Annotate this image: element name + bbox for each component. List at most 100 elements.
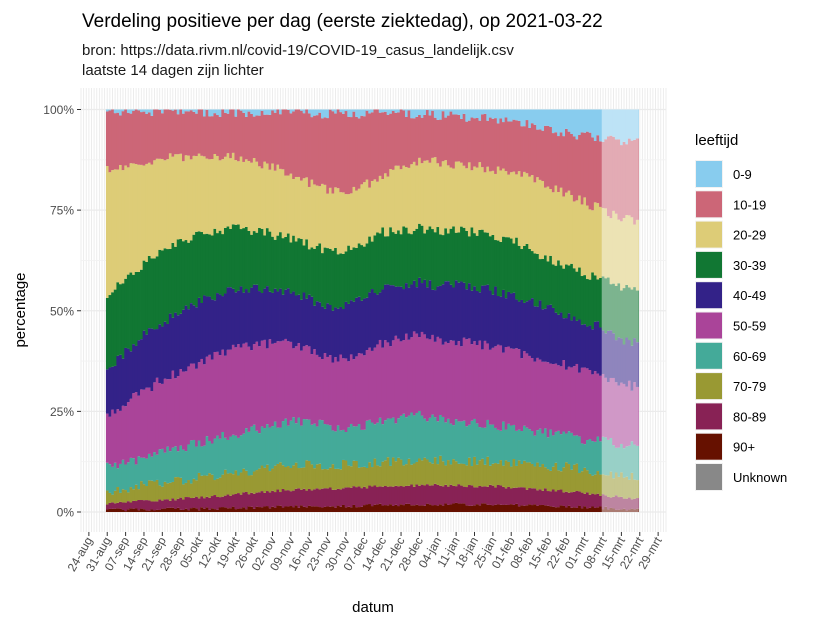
bar-segment-60-69	[318, 419, 322, 464]
bar-segment-40-49	[189, 303, 193, 364]
bar-segment-10-19	[210, 116, 214, 159]
bar-segment-90+	[349, 507, 353, 512]
bar-segment-80-89	[129, 502, 133, 509]
bar-segment-50-59	[328, 355, 332, 426]
bar-segment-50-59	[470, 344, 474, 421]
lighter-overlay	[601, 109, 639, 512]
legend-label-80-89: 80-89	[733, 409, 766, 424]
bar-segment-20-29	[614, 213, 618, 286]
bar-segment-60-69	[533, 435, 537, 467]
bar-segment-60-69	[428, 417, 432, 463]
bar-segment-20-29	[265, 163, 269, 229]
bar-segment-10-19	[328, 109, 332, 188]
bar-segment-40-49	[205, 296, 209, 357]
bar-segment-10-19	[145, 113, 149, 164]
bar-segment-50-59	[250, 350, 254, 427]
bar-segment-70-79	[189, 483, 193, 499]
bar-segment-20-29	[554, 185, 558, 266]
bar-segment-10-19	[570, 133, 574, 196]
bar-segment-10-19	[244, 116, 248, 160]
bar-segment-0-9	[347, 109, 351, 117]
bar-segment-80-89	[591, 493, 595, 507]
bar-segment-60-69	[244, 428, 248, 471]
bar-segment-20-29	[189, 159, 193, 241]
bar-segment-30-39	[355, 247, 359, 298]
bar-segment-30-39	[363, 246, 367, 299]
bar-segment-50-59	[252, 344, 256, 425]
bar-segment-90+	[284, 506, 288, 512]
bar-segment-70-79	[528, 462, 532, 489]
bar-segment-30-39	[126, 274, 130, 349]
bar-segment-40-49	[360, 300, 364, 354]
bar-segment-50-59	[113, 413, 117, 463]
bar-segment-80-89	[517, 487, 521, 507]
bar-segment-50-59	[509, 348, 513, 426]
bar-segment-60-69	[596, 436, 600, 472]
bar-segment-30-39	[572, 268, 576, 317]
bar-segment-10-19	[446, 115, 450, 166]
bar-segment-30-39	[321, 253, 325, 307]
bar-segment-90+	[365, 504, 369, 512]
bar-segment-30-39	[551, 264, 555, 308]
bar-segment-60-69	[321, 420, 325, 470]
bar-segment-40-49	[210, 299, 214, 360]
bar-segment-10-19	[397, 112, 401, 166]
bar-segment-80-89	[134, 501, 138, 509]
bar-segment-80-89	[404, 485, 409, 504]
bar-segment-20-29	[300, 180, 304, 239]
bar-segment-80-89	[263, 492, 267, 507]
bar-segment-90+	[486, 504, 490, 512]
bar-segment-90+	[446, 504, 450, 512]
bar-segment-10-19	[620, 145, 624, 222]
bar-segment-50-59	[344, 358, 348, 432]
bar-segment-90+	[394, 504, 398, 512]
bar-segment-40-49	[609, 330, 613, 378]
bar-segment-10-19	[412, 118, 416, 162]
bar-segment-80-89	[197, 498, 201, 511]
bar-segment-20-29	[599, 206, 603, 278]
bar-segment-50-59	[297, 343, 301, 418]
bar-segment-80-89	[483, 486, 487, 504]
bar-segment-10-19	[150, 115, 154, 165]
bar-segment-40-49	[284, 289, 288, 339]
bar-segment-20-29	[457, 161, 461, 233]
bar-segment-90+	[625, 510, 629, 512]
bar-segment-50-59	[121, 405, 125, 460]
bar-segment-20-29	[352, 186, 356, 248]
bar-segment-20-29	[538, 179, 542, 260]
bar-segment-90+	[509, 504, 513, 512]
bar-segment-20-29	[486, 166, 490, 233]
bar-segment-10-19	[108, 110, 112, 173]
bar-segment-0-9	[202, 109, 207, 117]
bar-segment-20-29	[155, 158, 159, 257]
bar-segment-10-19	[342, 113, 346, 193]
bar-segment-20-29	[315, 185, 319, 246]
bar-segment-30-39	[428, 226, 432, 281]
bar-segment-80-89	[599, 495, 603, 507]
bar-segment-90+	[378, 503, 382, 512]
bar-segment-30-39	[441, 235, 445, 285]
bar-segment-80-89	[213, 495, 217, 510]
bar-segment-50-59	[523, 351, 527, 426]
bar-segment-70-79	[349, 466, 353, 488]
bar-segment-50-59	[129, 398, 133, 458]
bar-segment-0-9	[223, 109, 227, 113]
bar-segment-10-19	[116, 112, 120, 170]
bar-segment-50-59	[158, 383, 162, 450]
bar-segment-40-49	[467, 283, 471, 339]
bar-segment-60-69	[609, 438, 613, 472]
bar-segment-40-49	[234, 292, 238, 348]
bar-segment-70-79	[452, 459, 456, 486]
bar-segment-30-39	[399, 234, 403, 287]
bar-segment-50-59	[216, 351, 220, 436]
bar-segment-20-29	[481, 167, 485, 230]
bar-segment-10-19	[509, 121, 513, 173]
bar-segment-50-59	[617, 385, 621, 448]
bar-segment-90+	[410, 505, 414, 512]
bar-segment-10-19	[635, 138, 639, 220]
bar-segment-30-39	[460, 226, 464, 282]
bar-segment-70-79	[342, 459, 346, 489]
bar-segment-30-39	[483, 232, 487, 286]
bar-segment-50-59	[425, 338, 429, 422]
bar-segment-80-89	[551, 489, 555, 507]
